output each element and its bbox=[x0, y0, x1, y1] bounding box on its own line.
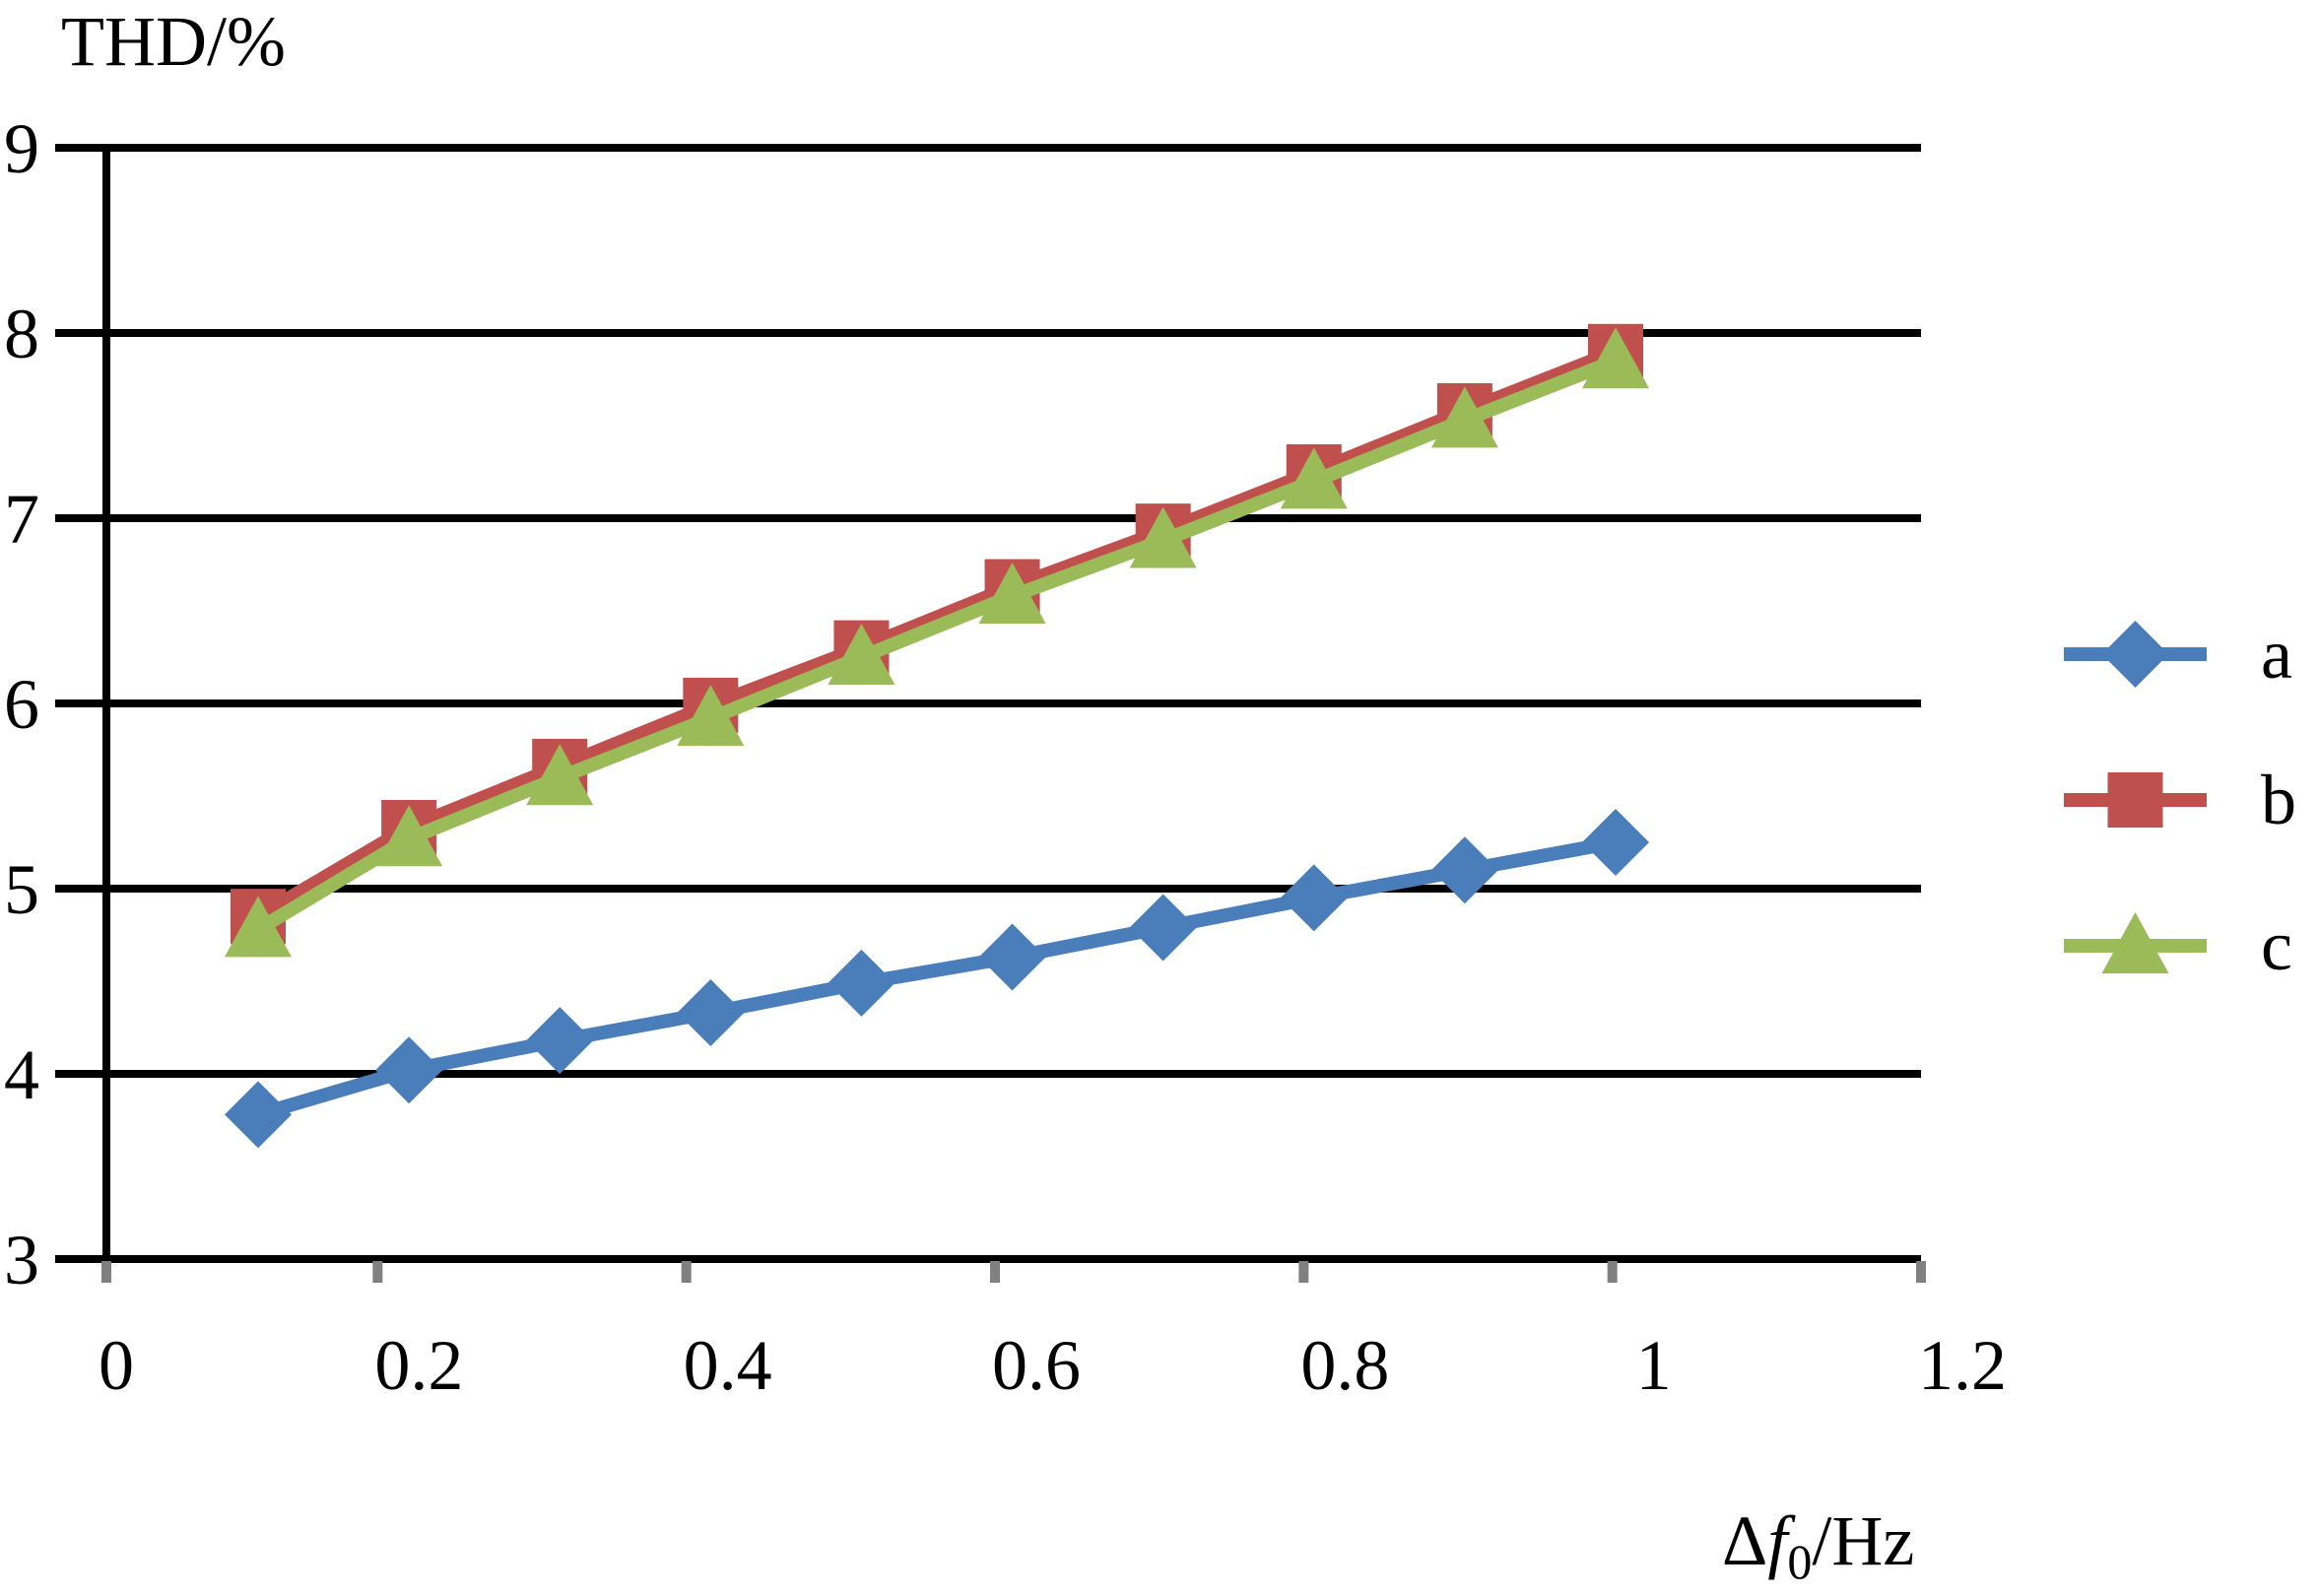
data-point-a-7 bbox=[1280, 864, 1348, 932]
tick-labels: 3 4 5 6 7 8 9 0 0.2 0.4 0.6 0.8 1 1.2 bbox=[4, 109, 2007, 1405]
x-tick-mark-1 bbox=[372, 1261, 383, 1283]
data-point-a-4 bbox=[828, 949, 895, 1017]
data-point-a-1 bbox=[375, 1036, 443, 1104]
gridlines bbox=[55, 144, 1921, 1078]
data-point-a-3 bbox=[677, 978, 745, 1046]
y-tick-label-1: 4 bbox=[4, 1035, 39, 1114]
x-tick-mark-4 bbox=[1298, 1261, 1309, 1283]
data-point-c-0 bbox=[225, 896, 292, 958]
x-tick-mark-2 bbox=[681, 1261, 692, 1283]
series-c bbox=[225, 327, 1649, 958]
data-point-a-5 bbox=[978, 923, 1046, 991]
legend-label-c: c bbox=[2261, 906, 2292, 985]
data-point-a-2 bbox=[526, 1007, 594, 1075]
x-tick-label-2: 0.4 bbox=[684, 1326, 772, 1405]
data-point-a-9 bbox=[1582, 809, 1649, 876]
x-tick-label-5: 1 bbox=[1636, 1326, 1672, 1405]
x-axis-title-subscript: 0 bbox=[1787, 1534, 1812, 1589]
x-tick-mark-5 bbox=[1607, 1261, 1618, 1283]
data-point-c-8 bbox=[1430, 386, 1498, 448]
x-tick-label-6: 1.2 bbox=[1918, 1326, 2007, 1405]
data-point-c-5 bbox=[978, 562, 1046, 624]
data-point-c-7 bbox=[1280, 447, 1348, 509]
legend-marker-a bbox=[2101, 621, 2169, 688]
series-line-a bbox=[256, 835, 1618, 1122]
y-tick-label-2: 5 bbox=[4, 850, 39, 929]
legend-marker-b bbox=[2107, 772, 2163, 828]
data-point-a-8 bbox=[1430, 836, 1498, 904]
legend-item-c: c bbox=[2064, 906, 2292, 985]
y-tick-label-6: 9 bbox=[4, 109, 39, 188]
y-tick-label-3: 6 bbox=[4, 665, 39, 744]
x-axis-title: Δf0/Hz bbox=[1722, 1501, 1914, 1589]
x-tick-label-3: 0.6 bbox=[992, 1326, 1081, 1405]
series-line-b bbox=[254, 345, 1619, 923]
y-axis-title: THD/% bbox=[61, 2, 286, 81]
x-tick-label-4: 0.8 bbox=[1300, 1326, 1389, 1405]
y-tick-label-4: 7 bbox=[4, 480, 39, 559]
data-point-a-6 bbox=[1129, 894, 1197, 962]
legend-marker-c bbox=[2101, 912, 2169, 973]
data-point-a-0 bbox=[225, 1081, 292, 1149]
legend-label-b: b bbox=[2261, 761, 2296, 839]
legend-item-a: a bbox=[2064, 615, 2292, 694]
x-tick-mark-6 bbox=[1916, 1261, 1926, 1283]
axes bbox=[55, 144, 1926, 1283]
legend: abc bbox=[2064, 615, 2296, 985]
plot-series bbox=[225, 323, 1649, 1149]
x-axis-title-suffix: /Hz bbox=[1812, 1501, 1914, 1580]
data-point-c-3 bbox=[677, 685, 745, 747]
data-point-c-1 bbox=[375, 805, 443, 867]
series-line-c bbox=[254, 354, 1619, 936]
y-tick-label-0: 3 bbox=[4, 1221, 39, 1299]
x-tick-label-1: 0.2 bbox=[374, 1326, 463, 1405]
data-point-c-9 bbox=[1582, 327, 1649, 389]
y-tick-label-5: 8 bbox=[4, 295, 39, 373]
data-point-c-2 bbox=[526, 744, 594, 806]
data-point-c-6 bbox=[1129, 506, 1197, 568]
legend-label-a: a bbox=[2261, 615, 2292, 694]
data-point-c-4 bbox=[828, 624, 895, 685]
x-axis-title-prefix: Δ bbox=[1722, 1501, 1767, 1580]
x-tick-mark-0 bbox=[101, 1261, 111, 1283]
x-tick-mark-3 bbox=[990, 1261, 1000, 1283]
legend-item-b: b bbox=[2064, 761, 2296, 839]
x-tick-label-0: 0 bbox=[99, 1326, 134, 1405]
series-a bbox=[225, 809, 1649, 1149]
